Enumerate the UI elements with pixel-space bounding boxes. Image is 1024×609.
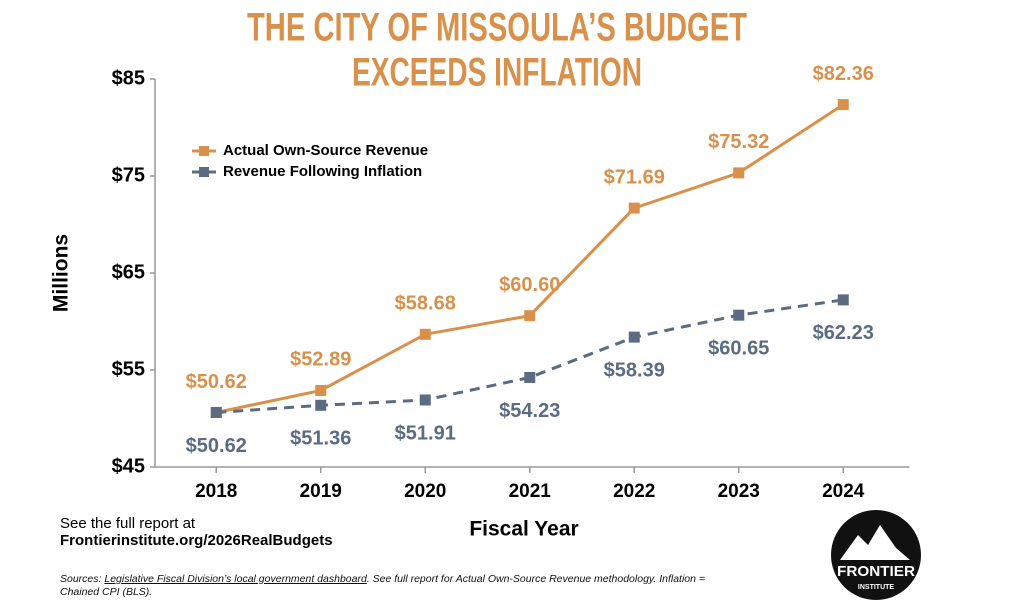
point-marker bbox=[628, 202, 640, 214]
y-axis-label: Millions bbox=[50, 234, 73, 312]
data-label: $50.62 bbox=[186, 435, 247, 457]
y-tick-label: $85 bbox=[112, 67, 145, 89]
data-label: $52.89 bbox=[290, 349, 351, 371]
point-marker bbox=[733, 167, 745, 179]
x-tick-label: 2023 bbox=[718, 481, 760, 502]
y-tick-label: $45 bbox=[112, 455, 145, 477]
logo-name: FRONTIER bbox=[837, 563, 915, 580]
data-label: $60.60 bbox=[499, 274, 560, 296]
chart-title: THE CITY OF MISSOULA’S BUDGET bbox=[247, 6, 747, 50]
data-label: $62.23 bbox=[813, 322, 874, 344]
x-tick-label: 2018 bbox=[195, 481, 237, 502]
point-marker bbox=[315, 384, 327, 396]
data-label: $50.62 bbox=[186, 371, 247, 393]
y-tick-label: $75 bbox=[112, 164, 145, 186]
legend-marker bbox=[199, 146, 209, 156]
point-marker bbox=[524, 371, 536, 383]
point-marker bbox=[837, 294, 849, 306]
point-marker bbox=[419, 328, 431, 340]
legend-label: Revenue Following Inflation bbox=[223, 163, 422, 180]
y-tick-label: $55 bbox=[112, 358, 145, 380]
data-label: $82.36 bbox=[813, 63, 874, 85]
logo: FRONTIER INSTITUTE bbox=[831, 510, 921, 600]
legend-label: Actual Own-Source Revenue bbox=[223, 142, 428, 159]
data-label: $51.91 bbox=[395, 422, 456, 444]
logo-mountain bbox=[840, 525, 910, 560]
data-label: $58.68 bbox=[395, 293, 456, 315]
data-label: $54.23 bbox=[499, 400, 560, 422]
x-axis-label: Fiscal Year bbox=[469, 518, 578, 541]
sources-text: . See full report for Actual Own-Source … bbox=[60, 573, 706, 598]
data-label: $51.36 bbox=[290, 428, 351, 450]
report-link: Frontierinstitute.org/2026RealBudgets bbox=[60, 532, 333, 549]
report-note: See the full report at bbox=[60, 515, 196, 532]
point-marker bbox=[419, 394, 431, 406]
x-tick-label: 2021 bbox=[509, 481, 552, 502]
y-tick-label: $65 bbox=[112, 261, 145, 283]
data-label: $58.39 bbox=[604, 359, 665, 381]
point-marker bbox=[315, 399, 327, 411]
data-label: $71.69 bbox=[604, 166, 665, 188]
sources: Sources: Legislative Fiscal Division’s l… bbox=[60, 573, 740, 599]
point-marker bbox=[628, 331, 640, 343]
chart-title: EXCEEDS INFLATION bbox=[352, 51, 642, 95]
legend-marker bbox=[199, 167, 209, 177]
point-marker bbox=[733, 309, 745, 321]
point-marker bbox=[210, 406, 222, 418]
logo-subtitle: INSTITUTE bbox=[858, 584, 894, 591]
sources-link[interactable]: Legislative Fiscal Division’s local gove… bbox=[104, 573, 367, 585]
x-tick-label: 2022 bbox=[613, 481, 655, 502]
x-tick-label: 2024 bbox=[822, 481, 865, 502]
point-marker bbox=[524, 310, 536, 322]
x-tick-label: 2019 bbox=[300, 481, 342, 502]
sources-prefix: Sources: bbox=[60, 573, 105, 585]
data-label: $75.32 bbox=[708, 131, 769, 153]
x-tick-label: 2020 bbox=[404, 481, 446, 502]
data-label: $60.65 bbox=[708, 337, 769, 359]
point-marker bbox=[837, 99, 849, 111]
